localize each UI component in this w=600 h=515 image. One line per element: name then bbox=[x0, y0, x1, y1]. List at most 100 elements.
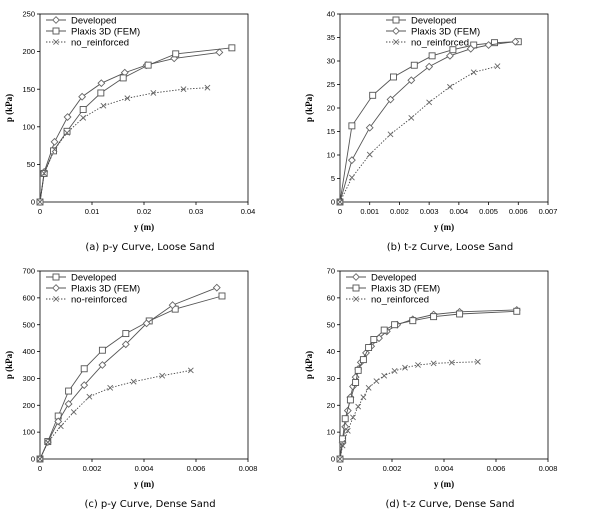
data-point bbox=[391, 367, 398, 374]
legend-entry: no_reinforced bbox=[46, 37, 129, 48]
legend-label: Developed bbox=[411, 15, 456, 26]
legend-marker bbox=[352, 284, 360, 292]
data-point bbox=[98, 361, 107, 369]
y-tick-label: 500 bbox=[22, 320, 35, 329]
series-line bbox=[339, 361, 478, 460]
data-point bbox=[228, 44, 236, 52]
legend-entry: Developed bbox=[46, 272, 116, 283]
data-point bbox=[130, 378, 137, 385]
data-point bbox=[511, 37, 520, 46]
y-tick-label: 20 bbox=[327, 104, 335, 113]
data-point bbox=[168, 301, 177, 310]
legend-marker bbox=[392, 27, 400, 35]
data-point bbox=[64, 129, 70, 136]
x-tick-label: 0.04 bbox=[241, 207, 256, 216]
legend-label: Plaxis 3D (FEM) bbox=[411, 26, 480, 37]
data-point bbox=[80, 365, 88, 373]
legend-entry: no_reinforced bbox=[386, 37, 469, 48]
y-tick-label: 35 bbox=[327, 33, 335, 42]
data-point bbox=[446, 51, 454, 60]
data-point bbox=[426, 99, 433, 106]
legend-entry: Developed bbox=[346, 272, 416, 283]
data-point bbox=[341, 422, 350, 431]
data-point bbox=[70, 409, 77, 415]
y-tick-label: 400 bbox=[22, 347, 35, 356]
data-point bbox=[78, 92, 87, 101]
y-tick-label: 10 bbox=[327, 151, 335, 160]
chart-b: 0 0.001 0.002 0.003 0.004 0.005 0.006 0.007 0 5 10… bbox=[304, 10, 558, 232]
legend-label: no-reinforced bbox=[71, 294, 127, 305]
data-point bbox=[466, 44, 475, 53]
y-tick-label: 0 bbox=[31, 455, 35, 464]
data-point bbox=[121, 340, 130, 349]
data-point bbox=[122, 330, 130, 338]
y-tick-label: 600 bbox=[22, 293, 35, 302]
data-point bbox=[456, 310, 464, 318]
x-tick-label: 0 bbox=[38, 207, 42, 216]
chart-d: 0 0.002 0.004 0.006 0.008 0 10 20 30 40 50 60 70 y (m… bbox=[304, 267, 557, 489]
legend-label: Plaxis 3D (FEM) bbox=[71, 283, 140, 294]
legend-label: Developed bbox=[371, 272, 416, 283]
data-point bbox=[80, 114, 87, 121]
y-axis-label: p (kPa) bbox=[4, 351, 14, 379]
data-point bbox=[430, 360, 437, 367]
series-2 bbox=[37, 367, 194, 462]
x-tick-label: 0.03 bbox=[189, 207, 204, 216]
data-point bbox=[172, 50, 180, 58]
data-point bbox=[494, 63, 501, 70]
data-point bbox=[50, 137, 59, 146]
x-tick-label: 0 bbox=[338, 464, 342, 473]
y-tick-label: 700 bbox=[22, 267, 35, 276]
data-point bbox=[513, 307, 521, 315]
caption-b: (b) t-z Curve, Loose Sand bbox=[386, 242, 514, 253]
data-point bbox=[159, 372, 166, 379]
data-point bbox=[337, 456, 343, 462]
series-line bbox=[39, 87, 208, 203]
x-tick-label: 0.003 bbox=[420, 207, 439, 216]
data-point bbox=[80, 381, 89, 390]
data-point bbox=[359, 356, 367, 364]
x-axis-label: y (m) bbox=[434, 479, 454, 489]
data-point bbox=[386, 95, 395, 104]
data-point bbox=[187, 367, 194, 374]
y-tick-label: 25 bbox=[327, 80, 335, 89]
y-tick-label: 15 bbox=[327, 127, 335, 136]
data-point bbox=[373, 378, 380, 385]
data-point bbox=[119, 74, 127, 82]
data-point bbox=[449, 46, 457, 54]
series-line bbox=[39, 51, 220, 203]
legend-marker bbox=[352, 273, 360, 281]
data-point bbox=[63, 113, 72, 121]
y-tick-label: 50 bbox=[27, 160, 35, 169]
data-point bbox=[51, 146, 58, 153]
x-tick-label: 0.004 bbox=[435, 464, 454, 473]
y-tick-label: 150 bbox=[22, 85, 35, 94]
legend-marker bbox=[53, 296, 59, 302]
x-tick-label: 0.02 bbox=[137, 207, 152, 216]
x-tick-label: 0.004 bbox=[135, 464, 154, 473]
data-point bbox=[339, 435, 347, 443]
caption-c: (c) p-y Curve, Dense Sand bbox=[84, 499, 216, 510]
y-tick-label: 20 bbox=[327, 401, 335, 410]
data-point bbox=[448, 359, 455, 366]
x-tick-label: 0.007 bbox=[539, 207, 558, 216]
data-point bbox=[470, 69, 477, 76]
data-point bbox=[204, 84, 211, 91]
series-0 bbox=[36, 48, 224, 206]
y-tick-label: 40 bbox=[327, 347, 335, 356]
data-point bbox=[370, 336, 378, 343]
x-tick-label: 0.004 bbox=[449, 207, 468, 216]
data-point bbox=[365, 123, 374, 132]
chart-c: 0 0.002 0.004 0.006 0.008 0 100 200 300 400 500 600… bbox=[4, 267, 258, 489]
legend-entry: Developed bbox=[386, 15, 456, 26]
legend-marker bbox=[52, 284, 60, 292]
series-1 bbox=[336, 37, 520, 206]
x-tick-label: 0.008 bbox=[239, 464, 258, 473]
data-point bbox=[381, 372, 388, 379]
data-point bbox=[410, 61, 418, 69]
x-tick-label: 0.002 bbox=[390, 207, 409, 216]
data-point bbox=[447, 83, 453, 90]
series-0 bbox=[336, 306, 521, 463]
y-tick-label: 5 bbox=[331, 174, 335, 183]
data-point bbox=[430, 313, 438, 321]
